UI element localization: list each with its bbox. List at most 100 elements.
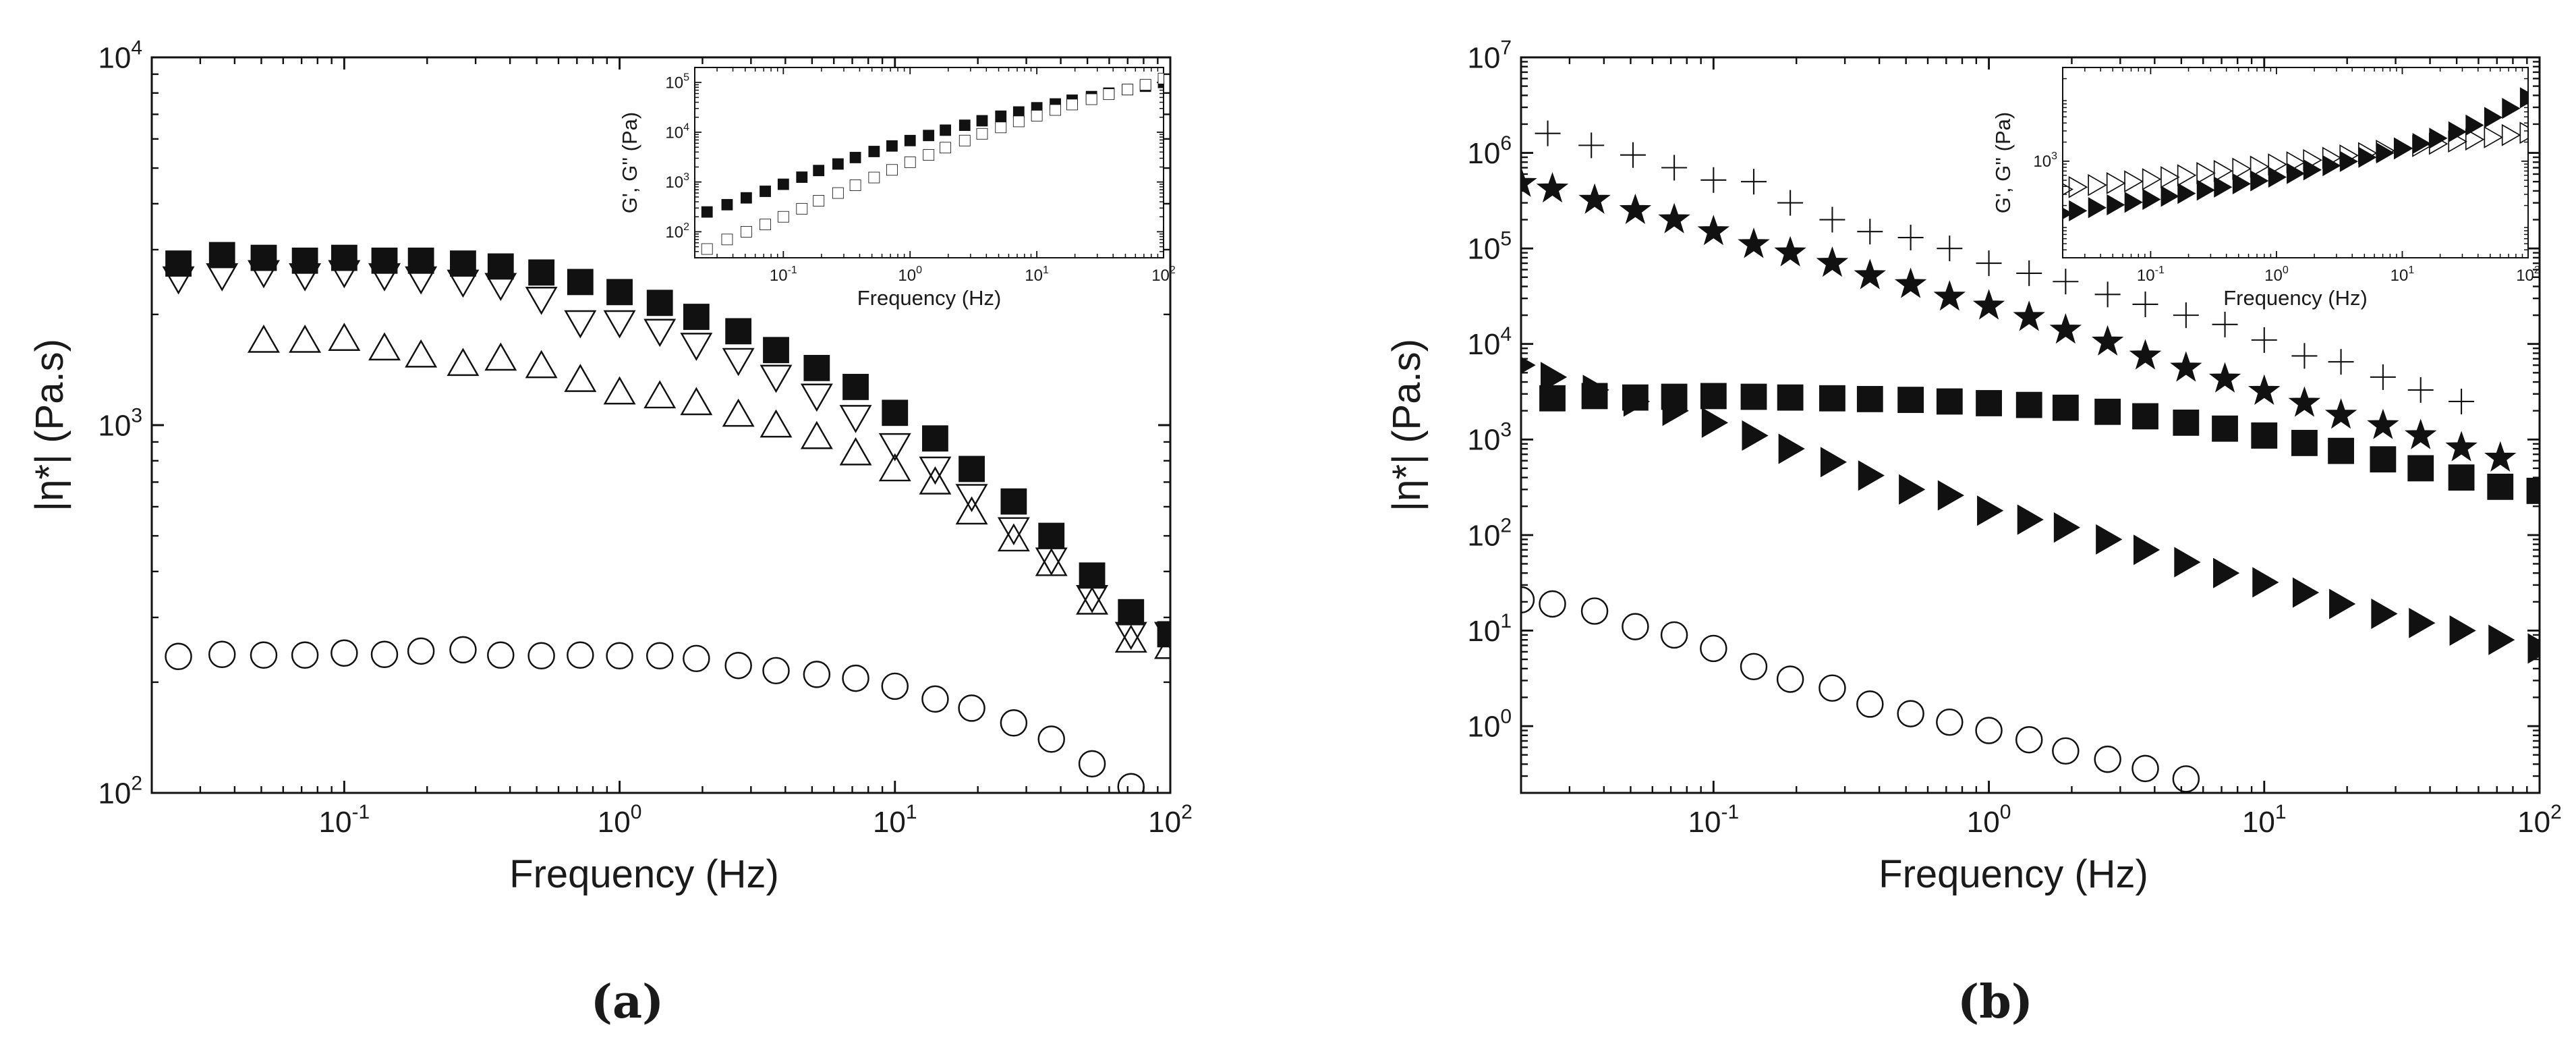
panel-a-inset-point [1085, 93, 1097, 105]
panel-a-point [1114, 624, 1147, 653]
panel-b-inset-point [2213, 159, 2233, 182]
panel-b-series-1 [1535, 120, 2475, 414]
panel-a-point [331, 244, 357, 271]
panel-b-inset-point [2484, 126, 2504, 148]
panel-a-inset-x-tick-label: 102 [1151, 265, 1176, 285]
panel-a-point [724, 652, 752, 680]
panel-a-point [646, 289, 673, 316]
panel-b-point [1697, 215, 1730, 246]
panel-b-y-tick-label: 102 [1467, 514, 1512, 552]
panel-b-point [2251, 422, 2278, 449]
panel-a-point [370, 640, 399, 669]
panel-a-point [449, 636, 477, 664]
panel-b-point [1539, 385, 1566, 412]
panel-b-series-2 [1521, 166, 2517, 472]
panel-a-series-4 [165, 636, 1145, 793]
panel-a-inset-point [904, 156, 916, 168]
panel-b-inset-series-2 [2063, 121, 2528, 198]
panel-b-inset-point [2376, 139, 2395, 162]
panel-a-inset-point [886, 164, 898, 176]
panel-b-series-3 [1539, 383, 2540, 504]
panel-a-point [525, 350, 558, 379]
panel-a-point [162, 266, 195, 295]
panel-b-x-axis-title: Frequency (Hz) [1879, 852, 2148, 896]
panel-b-inset-plot-border [2062, 67, 2529, 258]
panel-b-y-tick-label: 107 [1467, 36, 1512, 74]
panel-b-point [1700, 383, 1727, 410]
panel-a-point [643, 380, 677, 409]
panel-b-point [2053, 512, 2081, 543]
panel-b-inset-point [2068, 175, 2088, 198]
panel-b-point [1535, 120, 1561, 146]
panel-b-point [1700, 634, 1727, 663]
panel-b-point [2017, 504, 2044, 535]
panel-b-point [2251, 327, 2277, 353]
panel-b-inset-point [2142, 188, 2161, 211]
panel-a-point [760, 409, 793, 438]
panel-b-inset-y-axis-title: G', G'' (Pa) [1991, 112, 2015, 213]
panel-b-point [2488, 624, 2515, 655]
panel-b-inset-point [2448, 130, 2467, 153]
panel-b-point [2053, 269, 2079, 295]
panel-b-point [1854, 258, 1887, 289]
panel-b-point [1536, 171, 1569, 203]
panel-b-point [1660, 621, 1688, 649]
panel-b-inset-y-tick-label: 103 [2033, 150, 2057, 171]
panel-a-point [1037, 725, 1065, 753]
panel-a-point [1035, 547, 1068, 576]
panel-b-inset-point [2063, 183, 2073, 196]
panel-b-point [1701, 407, 1729, 438]
panel-b-inset-point [2069, 200, 2088, 222]
panel-b-point [1899, 474, 1926, 505]
panel-a-point [291, 641, 319, 669]
panel-b-point [1740, 169, 1767, 195]
panel-b-inset-x-tick-label: 102 [2516, 265, 2540, 285]
panel-b-inset-point [2357, 142, 2378, 165]
panel-a-point [291, 247, 318, 274]
panel-a-inset-x-tick-label: 100 [898, 265, 922, 285]
panel-a-point [1118, 599, 1145, 626]
panel-b-inset-point [2232, 157, 2252, 180]
panel-a-point [206, 263, 239, 292]
panel-a-point [1117, 773, 1145, 793]
panel-b-inset-point [2088, 173, 2107, 196]
panel-b-series-5 [1521, 586, 2200, 793]
panel-b-point [1521, 166, 1537, 197]
panel-b-point [1541, 362, 1568, 393]
panel-b-point [1819, 385, 1845, 412]
panel-b-point [1977, 495, 2004, 526]
panel-b-point [2526, 478, 2540, 504]
panel-a-point [450, 250, 476, 277]
panel-a-point [997, 523, 1030, 552]
panel-a-x-tick-label: 102 [1148, 801, 1193, 839]
panel-b-x-tick-label: 101 [2242, 801, 2287, 839]
panel-a-point [1038, 522, 1065, 549]
panel-b-y-tick-label: 103 [1467, 419, 1512, 457]
panel-a-point [447, 348, 480, 377]
panel-b-inset-point [2196, 179, 2215, 201]
panel-b-point [2052, 394, 2079, 421]
panel-a-point [683, 304, 710, 330]
panel-b-inset-point [2124, 192, 2143, 213]
panel-b-inset-point [2160, 186, 2179, 207]
panel-b-point [1622, 613, 1649, 640]
panel-a-point [1076, 585, 1109, 613]
panel-a-inset-point [1103, 88, 1115, 101]
panel-a-point [1079, 562, 1106, 589]
panel-a-caption: (a) [591, 975, 664, 1029]
panel-a-point [484, 342, 517, 371]
panel-a-point [803, 661, 831, 688]
panel-a-point [1154, 621, 1170, 651]
panel-a-point [567, 641, 594, 669]
panel-b-inset: 10-1 100 101 102 103 Frequency (Hz) G', G'' (P… [1991, 67, 2540, 310]
panel-a-point [760, 364, 793, 393]
panel-b-point [2052, 737, 2080, 765]
panel-a-inset-point [760, 186, 771, 197]
panel-a-point [842, 664, 869, 692]
panel-a-series-1 [165, 242, 1170, 648]
panel-a-point [331, 639, 358, 667]
panel-a-inset-point [796, 171, 808, 183]
panel-b-point [2129, 339, 2162, 370]
panel-b-caption: (b) [1957, 975, 2033, 1029]
